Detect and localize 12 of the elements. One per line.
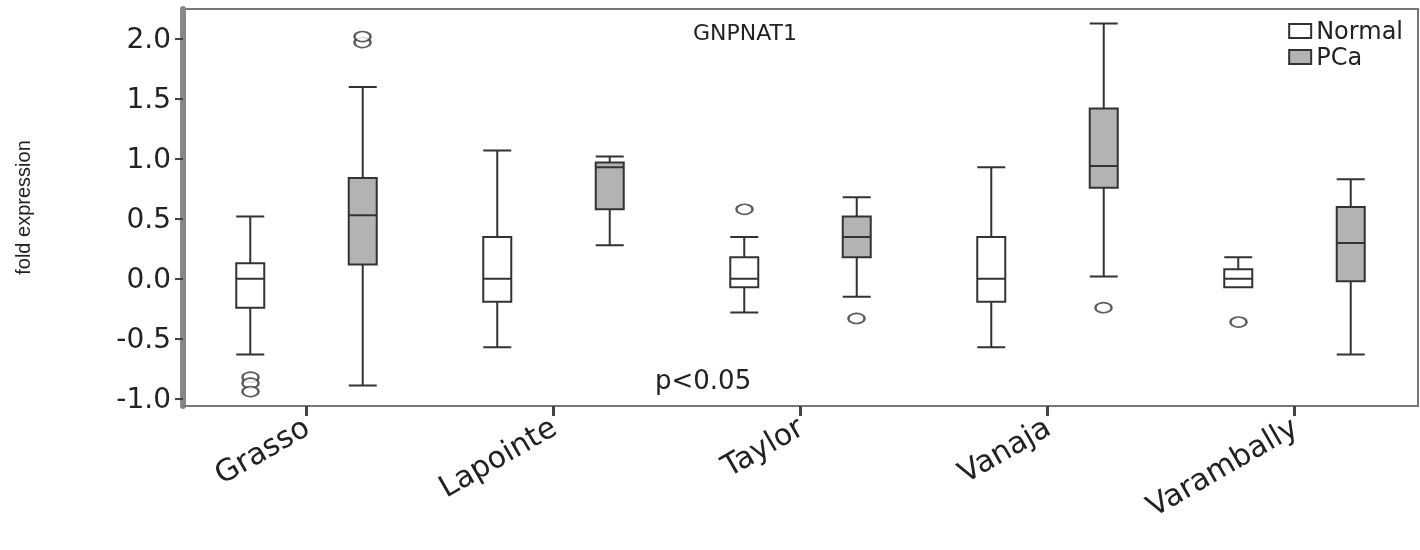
legend-label: Normal <box>1316 17 1404 45</box>
text: GNPNAT1 <box>692 19 798 45</box>
y-tick-label: 0.5 <box>126 202 171 236</box>
y-tick-label: 2.0 <box>126 22 171 56</box>
y-tick-label: 1.5 <box>126 82 171 116</box>
legend-label: PCa <box>1316 43 1363 71</box>
y-tick-label: 1.0 <box>126 142 171 176</box>
y-tick-label: -1.0 <box>116 382 171 416</box>
y-tick-label: 0.0 <box>126 262 171 296</box>
y-axis-title: fold expression <box>12 140 34 275</box>
annotation: p<0.05 <box>655 365 752 395</box>
y-tick-label: -0.5 <box>116 322 171 356</box>
